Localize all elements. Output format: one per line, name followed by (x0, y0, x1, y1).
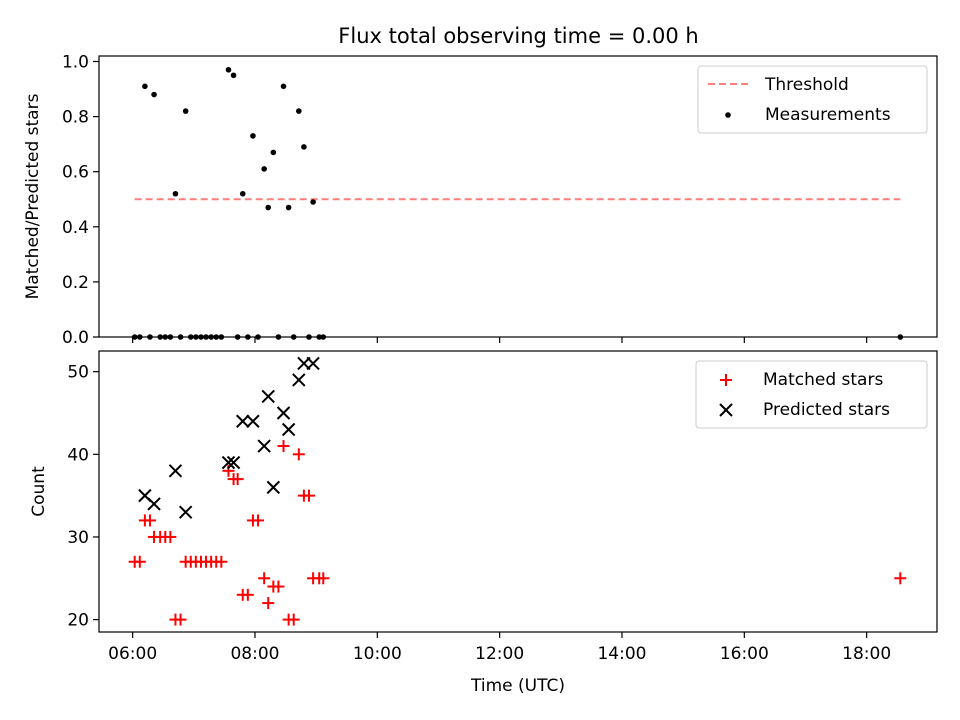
top-xticks-layer (132, 337, 868, 343)
measurement-point (182, 108, 189, 114)
measurement-point (142, 83, 148, 90)
bottom-legend-box (695, 360, 928, 429)
bottom-points-layer (128, 356, 907, 626)
measurements-legend-label: Measurements (765, 105, 891, 125)
matched-star-point (252, 514, 265, 527)
matched-star-point (303, 489, 316, 502)
predicted-star-point (306, 356, 320, 371)
matched-star-point (262, 597, 275, 610)
matched-star-point (292, 448, 305, 461)
predicted-star-point (178, 505, 193, 519)
y-tick-label: 0.8 (62, 108, 89, 128)
predicted-star-point (236, 414, 250, 428)
matched-star-point (241, 588, 254, 601)
measurement-point (285, 204, 292, 211)
top-legend-box (697, 65, 928, 134)
measurement-point (296, 108, 302, 114)
matched-legend-handle (720, 374, 732, 386)
measurement-point (270, 149, 277, 156)
y-tick-label: 0.6 (62, 163, 89, 183)
top-legend: Threshold Measurements (697, 65, 928, 134)
predicted-star-point (226, 455, 241, 470)
predicted-legend-handle (719, 403, 733, 417)
bottom-xticks-layer: 06:00 08:00 10:00 12:00 14:00 16:00 18:00 (108, 632, 891, 664)
matched-star-point (215, 555, 228, 568)
matched-star-point (317, 572, 330, 585)
y-tick-label: 0.4 (62, 218, 89, 238)
measurement-point (230, 72, 237, 79)
predicted-star-point (281, 422, 296, 437)
bottom-yticks-layer: 20 30 40 50 (67, 363, 99, 631)
chart-title: Flux total observing time = 0.00 h (338, 24, 698, 48)
measurement-point (250, 133, 256, 139)
y-tick-label: 1.0 (62, 53, 89, 73)
measurements-legend-handle (725, 112, 731, 118)
bottom-legend: Matched stars Predicted stars (695, 360, 928, 429)
measurement-point (280, 83, 287, 90)
top-yticks-layer: 0.0 0.2 0.4 0.6 0.8 1.0 (62, 53, 99, 348)
x-tick-label: 10:00 (353, 644, 402, 664)
measurement-point (172, 190, 179, 197)
matched-star-point (272, 580, 285, 593)
x-tick-label: 06:00 (108, 644, 157, 664)
predicted-star-point (257, 439, 271, 453)
measurement-point (151, 91, 157, 98)
matched-star-point (287, 613, 300, 626)
predicted-star-point (168, 464, 183, 478)
bottom-ylabel: Count (29, 466, 49, 517)
predicted-star-point (266, 480, 281, 495)
y-tick-label: 0.0 (62, 328, 89, 348)
bottom-axes-frame (98, 350, 938, 633)
matched-star-point (143, 514, 156, 527)
matched-star-point (277, 440, 290, 453)
top-ylabel: Matched/Predicted stars (23, 93, 43, 299)
measurement-point (261, 166, 267, 172)
matched-star-point (258, 572, 271, 585)
matched-star-point (894, 572, 907, 585)
predicted-star-point (261, 389, 275, 404)
x-tick-label: 18:00 (842, 644, 891, 664)
y-tick-label: 30 (67, 528, 89, 548)
x-tick-label: 14:00 (597, 644, 646, 664)
matched-star-point (164, 530, 177, 543)
predicted-star-point (276, 406, 291, 420)
top-axes-frame (98, 55, 938, 338)
bottom-xlabel: Time (UTC) (470, 676, 565, 696)
y-tick-label: 0.2 (62, 273, 89, 293)
predicted-star-point (221, 455, 236, 470)
measurement-point (310, 199, 316, 205)
x-tick-label: 16:00 (720, 644, 769, 664)
y-tick-label: 50 (67, 363, 89, 383)
predicted-star-point (147, 497, 161, 511)
y-tick-label: 20 (67, 611, 89, 631)
x-tick-label: 12:00 (475, 644, 524, 664)
matched-star-point (174, 613, 187, 626)
predicted-star-point (292, 373, 306, 387)
threshold-legend-label: Threshold (764, 75, 849, 95)
matched-star-point (133, 555, 146, 568)
measurement-point (225, 66, 232, 73)
matched-legend-label: Matched stars (763, 370, 883, 390)
bottom-panel: 06:00 08:00 10:00 12:00 14:00 16:00 18:00 20 30… (29, 350, 938, 696)
matched-star-point (231, 473, 244, 486)
x-tick-label: 08:00 (230, 644, 279, 664)
y-tick-label: 40 (67, 445, 89, 465)
top-panel: 0.0 0.2 0.4 0.6 0.8 1.0 Matched/Predicted sta… (23, 53, 938, 348)
measurement-point (301, 144, 307, 150)
predicted-legend-label: Predicted stars (763, 400, 890, 420)
predicted-star-point (246, 414, 260, 428)
measurement-point (265, 204, 272, 211)
measurement-point (239, 190, 246, 197)
